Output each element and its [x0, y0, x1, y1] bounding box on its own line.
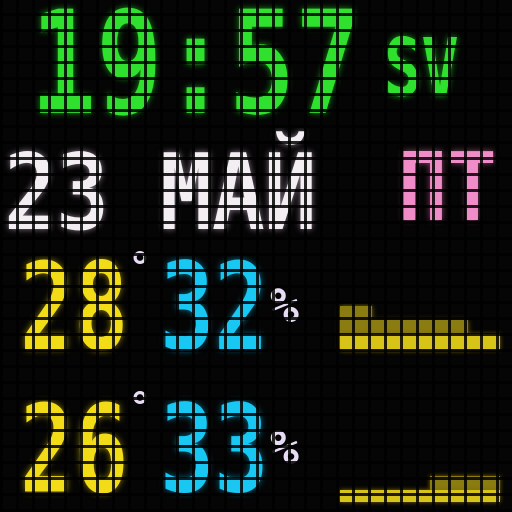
date-day-month: 23 МАЙ [4, 130, 317, 254]
humidity-unit: % [270, 420, 299, 476]
temperature-unit: ° [128, 245, 153, 291]
humidity: 32 [160, 237, 269, 379]
clock-time: 19:57 [30, 0, 362, 147]
temperature-unit: ° [128, 385, 153, 431]
humidity-unit: % [270, 278, 299, 334]
history-bar [340, 334, 500, 350]
history-bar [430, 476, 500, 490]
history-bar [340, 490, 500, 502]
humidity: 33 [160, 379, 269, 512]
clock-suffix: SV [384, 20, 459, 116]
temperature: 28 [20, 237, 129, 379]
date-weekday: ПТ [398, 133, 497, 244]
temperature: 26 [20, 379, 129, 512]
